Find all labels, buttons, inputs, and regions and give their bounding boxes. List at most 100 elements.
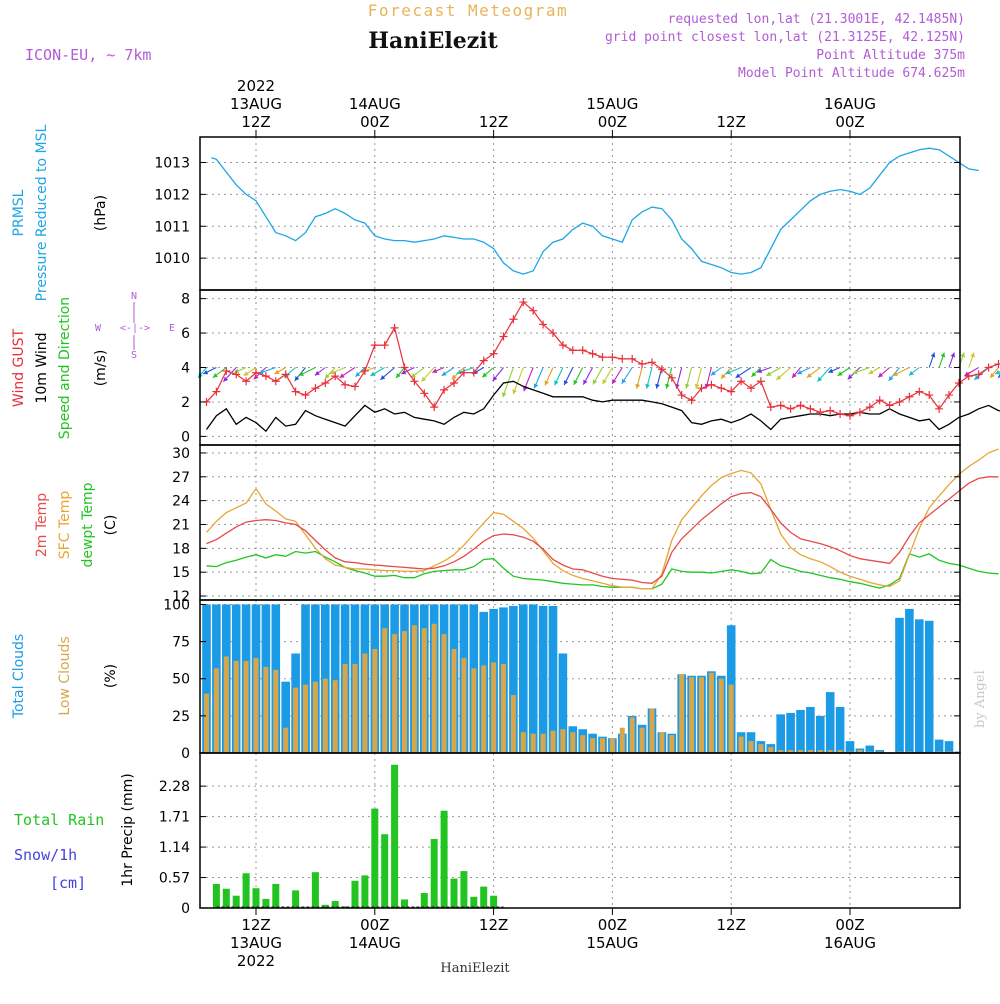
low-cloud-bar [531,734,536,753]
low-cloud-bar [719,679,724,753]
panel-frames [200,137,960,908]
low-cloud-bar [541,734,546,753]
total-cloud-bar [826,692,835,753]
low-cloud-bar [362,653,367,753]
label-gust: Wind GUST [11,328,27,407]
low-cloud-bar [570,732,575,753]
y-tick-label: 18 [172,541,190,557]
gust-marker [361,367,369,375]
precip-bar [381,834,388,908]
x-tick-label-bottom: 12Z [717,916,746,934]
x-tick-label-bottom: 16AUG [824,934,876,952]
gust-marker [618,355,626,363]
low-cloud-bar [699,677,704,753]
gust-marker [589,350,597,358]
precip-bar [371,809,378,908]
y-tick-label: 100 [163,597,190,613]
x-tick-label-bottom: 12Z [479,916,508,934]
gust-marker [925,391,933,399]
model-label: ICON-EU, ~ 7km [25,46,151,64]
y-tick-label: 6 [181,326,190,342]
pressure-line [211,148,978,274]
total-cloud-bar [539,606,548,753]
gust-marker [282,370,290,378]
label-pct: (%) [103,664,119,688]
total-cloud-bar [945,741,954,753]
y-tick-label: 21 [172,517,190,533]
low-cloud-bar [560,729,565,753]
x-tick-label-top: 2022 [237,77,275,95]
low-cloud-bar [580,735,585,753]
low-cloud-bar [224,656,229,753]
label-cm: [cm] [50,874,86,892]
low-cloud-bar [452,649,457,753]
gust-marker [678,391,686,399]
low-cloud-bar [234,661,239,753]
low-cloud-bar [610,738,615,753]
y-tick-label: 1013 [154,156,190,172]
low-cloud-bar [590,738,595,753]
low-cloud-bar [382,628,387,753]
total-cloud-bar [836,707,845,753]
label-hpa: (hPa) [93,195,109,231]
x-tick-label-bottom: 00Z [598,916,627,934]
label-10m-wind: 10m Wind [34,332,50,403]
location-title: HaniElezit [368,28,498,54]
precip-bar [233,896,240,908]
wind-speed-line [207,381,1000,431]
low-cloud-bar [659,732,664,753]
gust-marker [866,403,874,411]
gust-marker [509,315,517,323]
y-tick-label: 1012 [154,187,190,203]
y-tick-label: 30 [172,446,190,462]
label-sfc-temp: SFC Temp [57,491,73,560]
sfc-temp-line [207,449,999,589]
panel-frame-temp [200,445,960,600]
y-tick-label: 0.57 [159,871,190,887]
label-low-clouds: Low Clouds [57,636,73,715]
point-altitude: Point Altitude 375m [816,48,965,63]
gust-marker [905,393,913,401]
precip-bar [431,839,438,908]
2m-temp-line [207,477,999,584]
y-tick-label: 1.71 [159,810,190,826]
precip-bar [243,873,250,908]
gust-marker [806,405,814,413]
y-tick-label: 75 [172,635,190,651]
low-cloud-bar [600,738,605,753]
gust-marker [747,384,755,392]
total-cloud-bar [776,714,785,753]
total-cloud-bar [905,609,914,753]
total-cloud-bar [806,707,815,753]
x-tick-label-bottom: 14AUG [349,934,401,952]
axis-layer: 1010101110121013024681215182124273002550… [154,77,960,970]
low-cloud-bar [749,741,754,753]
label-prmsl: PRMSL [11,189,27,236]
gust-marker [717,384,725,392]
y-tick-label: 27 [172,470,190,486]
total-cloud-bar [529,604,538,753]
total-cloud-bar [895,618,904,753]
y-tick-label: 1011 [154,219,190,235]
grid-point-coords: grid point closest lon,lat (21.3125E, 42… [605,30,965,45]
low-cloud-bar [521,732,526,753]
precip-bar [460,871,467,908]
precip-bar [480,887,487,908]
low-cloud-bar [650,708,655,753]
low-cloud-bar [432,624,437,753]
total-cloud-bar [915,619,924,753]
low-cloud-bar [313,682,318,753]
x-tick-label-top: 16AUG [824,95,876,113]
label-snow: Snow/1h [14,846,77,864]
label-precip: 1hr Precip (mm) [120,773,136,886]
x-tick-label-bottom: 12Z [241,916,270,934]
requested-coords: requested lon,lat (21.3001E, 42.1485N) [668,12,965,27]
low-cloud-bar [739,737,744,753]
y-tick-label: 1010 [154,251,190,267]
panel-frame-pressure [200,137,960,290]
gust-marker [638,360,646,368]
gust-marker [995,360,1000,368]
gust-marker [302,391,310,399]
gust-marker [856,408,864,416]
